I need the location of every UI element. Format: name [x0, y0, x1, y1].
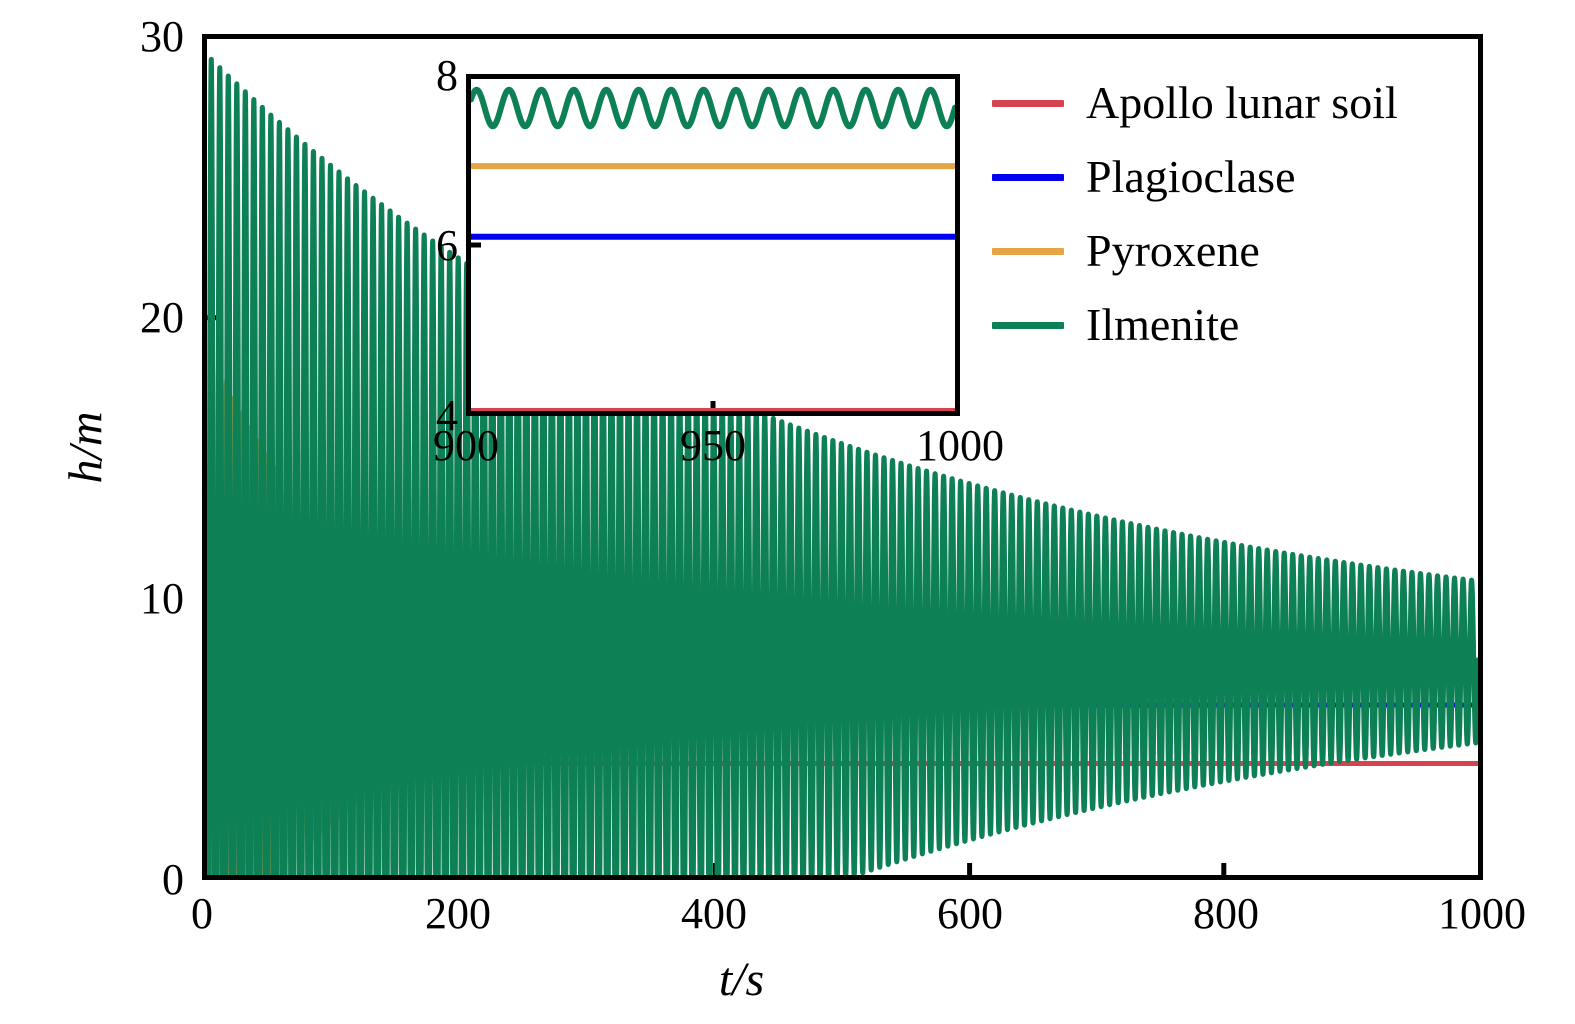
legend-label: Apollo lunar soil: [1086, 77, 1398, 128]
curve-ilmenite: [207, 56, 1478, 875]
x-axis-title: t/s: [718, 953, 765, 1006]
y-axis-tick-labels: 0 10 20 30: [0, 0, 184, 1024]
x-tick-label: 0: [191, 889, 213, 938]
legend-item-plagioclase[interactable]: Plagioclase: [992, 140, 1532, 214]
y-axis-title: h/m: [59, 411, 113, 484]
main-plot-curves: [207, 56, 1478, 875]
legend: Apollo lunar soil Plagioclase Pyroxene I…: [992, 66, 1532, 362]
inset-x-tick-label: 900: [433, 421, 499, 470]
legend-swatch-plagioclase: [992, 173, 1064, 181]
inset-plot-area: [466, 74, 960, 416]
legend-label: Pyroxene: [1086, 225, 1260, 276]
legend-swatch-apollo-lunar-soil: [992, 99, 1064, 107]
y-tick-label: 20: [140, 293, 184, 342]
inset-x-tick-label: 950: [680, 421, 746, 470]
legend-swatch-ilmenite: [992, 321, 1064, 329]
legend-swatch-pyroxene: [992, 247, 1064, 255]
x-tick-label: 400: [681, 889, 747, 938]
inset-x-tick-label: 1000: [916, 421, 1004, 470]
y-tick-label: 30: [140, 12, 184, 61]
y-tick-label: 0: [162, 855, 184, 904]
legend-label: Ilmenite: [1086, 299, 1240, 350]
legend-label: Plagioclase: [1086, 151, 1296, 202]
x-axis-tick-labels: 0 200 400 600 800 1000: [0, 892, 1575, 952]
legend-item-pyroxene[interactable]: Pyroxene: [992, 214, 1532, 288]
inset-x-axis-tick-labels: 900 950 1000: [330, 424, 1120, 484]
x-tick-label: 600: [937, 889, 1003, 938]
x-tick-label: 1000: [1438, 889, 1526, 938]
legend-item-apollo-lunar-soil[interactable]: Apollo lunar soil: [992, 66, 1532, 140]
inset-y-axis-tick-labels: 4 6 8: [380, 34, 458, 454]
inset-plot-curves: [471, 86, 955, 411]
main-plot-area: [202, 34, 1483, 880]
inset-curve-ilmenite: [471, 86, 955, 130]
inset-axis-ticks: [471, 242, 716, 411]
inset-y-tick-label: 4: [436, 391, 458, 440]
inset-y-tick-label: 6: [436, 221, 458, 270]
legend-item-ilmenite[interactable]: Ilmenite: [992, 288, 1532, 362]
y-tick-label: 10: [140, 574, 184, 623]
x-tick-label: 800: [1193, 889, 1259, 938]
inset-y-tick-label: 8: [436, 51, 458, 100]
x-tick-label: 200: [425, 889, 491, 938]
